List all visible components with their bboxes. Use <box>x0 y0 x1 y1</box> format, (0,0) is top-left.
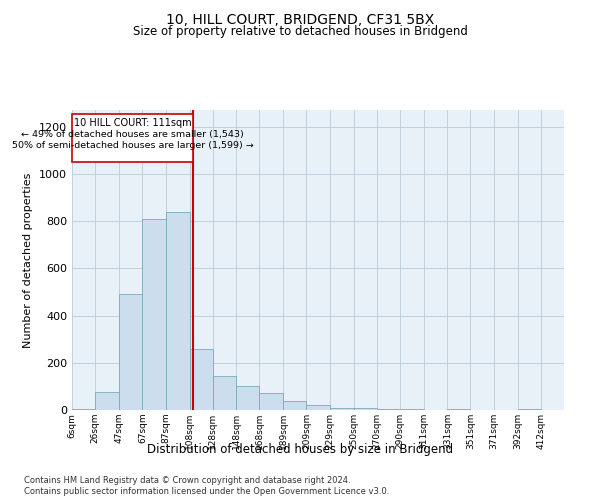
Bar <box>283 400 307 410</box>
Bar <box>354 408 377 410</box>
Text: 10 HILL COURT: 111sqm: 10 HILL COURT: 111sqm <box>74 118 191 128</box>
Text: Size of property relative to detached houses in Bridgend: Size of property relative to detached ho… <box>133 25 467 38</box>
Text: ← 49% of detached houses are smaller (1,543): ← 49% of detached houses are smaller (1,… <box>21 130 244 138</box>
Bar <box>377 409 400 410</box>
Bar <box>448 409 470 410</box>
Bar <box>307 406 329 410</box>
Bar <box>259 394 283 410</box>
Text: 10, HILL COURT, BRIDGEND, CF31 5BX: 10, HILL COURT, BRIDGEND, CF31 5BX <box>166 12 434 26</box>
Y-axis label: Number of detached properties: Number of detached properties <box>23 172 34 348</box>
Text: Contains public sector information licensed under the Open Government Licence v3: Contains public sector information licen… <box>24 488 389 496</box>
Bar <box>190 348 213 410</box>
Bar <box>95 392 119 410</box>
Text: Distribution of detached houses by size in Bridgend: Distribution of detached houses by size … <box>147 442 453 456</box>
Bar <box>236 386 259 410</box>
Text: 50% of semi-detached houses are larger (1,599) →: 50% of semi-detached houses are larger (… <box>12 141 254 150</box>
Text: Contains HM Land Registry data © Crown copyright and database right 2024.: Contains HM Land Registry data © Crown c… <box>24 476 350 485</box>
Bar <box>213 376 236 410</box>
Bar <box>142 218 166 410</box>
FancyBboxPatch shape <box>72 114 193 162</box>
Bar <box>166 212 190 410</box>
Bar <box>119 294 142 410</box>
Bar <box>329 408 354 410</box>
Bar <box>72 409 95 410</box>
